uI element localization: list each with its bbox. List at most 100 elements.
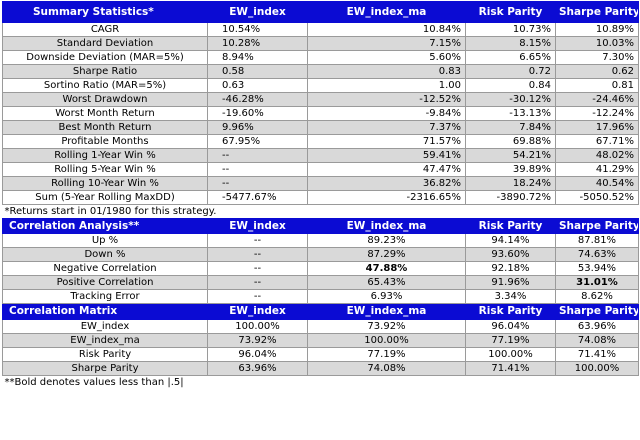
table-cell: 87.81% xyxy=(555,233,639,248)
bold-value: 31.01% xyxy=(576,277,618,288)
table-cell: 59.41% xyxy=(307,148,466,163)
table-cell: -19.60% xyxy=(207,106,308,121)
table-row: CAGR 10.54% 10.84% 10.73% 10.89% xyxy=(2,22,639,37)
table-cell: 0.62 xyxy=(555,64,639,79)
table-row: Positive Correlation -- 65.43% 91.96% 31.01% xyxy=(2,275,639,290)
table-cell: 54.21% xyxy=(465,148,556,163)
correlation-matrix-header-row-cell: EW_index xyxy=(207,303,308,320)
table-cell: 8.62% xyxy=(555,289,639,304)
table-cell: 96.04% xyxy=(465,319,556,334)
table-cell: 94.14% xyxy=(465,233,556,248)
table-row: Up % -- 89.23% 94.14% 87.81% xyxy=(2,233,639,248)
table-row: Tracking Error -- 6.93% 3.34% 8.62% xyxy=(2,289,639,304)
table-row: Sortino Ratio (MAR=5%) 0.63 1.00 0.84 0.81 xyxy=(2,78,639,93)
row-label: Profitable Months xyxy=(2,134,208,149)
table-row: EW_index 100.00% 73.92% 96.04% 63.96% xyxy=(2,319,639,334)
table-cell: 10.03% xyxy=(555,36,639,51)
table-row: Rolling 5-Year Win % -- 47.47% 39.89% 41.29% xyxy=(2,162,639,177)
table-cell: 8.15% xyxy=(465,36,556,51)
table-cell: 92.18% xyxy=(465,261,556,276)
table-cell: 100.00% xyxy=(207,319,308,334)
correlation-matrix-header-row-cell: Risk Parity xyxy=(465,303,556,320)
table-cell: 0.58 xyxy=(207,64,308,79)
table-cell: -12.52% xyxy=(307,92,466,107)
table-cell: 9.96% xyxy=(207,120,308,135)
table-cell: -- xyxy=(207,233,308,248)
table-cell: 0.83 xyxy=(307,64,466,79)
table-cell: 71.57% xyxy=(307,134,466,149)
summary-header-row: Summary Statistics* EW_index EW_index_ma Ri… xyxy=(2,1,639,23)
table-cell: 1.00 xyxy=(307,78,466,93)
row-label: Sum (5-Year Rolling MaxDD) xyxy=(2,190,208,205)
returns-footnote: *Returns start in 01/1980 for this strat… xyxy=(2,204,639,219)
table-row: Best Month Return 9.96% 7.37% 7.84% 17.96% xyxy=(2,120,639,135)
row-label: Downside Deviation (MAR=5%) xyxy=(2,50,208,65)
row-label: Up % xyxy=(2,233,208,248)
table-cell: -46.28% xyxy=(207,92,308,107)
table-cell: 31.01% xyxy=(555,275,639,290)
table-cell: 40.54% xyxy=(555,176,639,191)
row-label: Negative Correlation xyxy=(2,261,208,276)
table-cell: -5477.67% xyxy=(207,190,308,205)
row-label: EW_index_ma xyxy=(2,333,208,348)
table-row: Profitable Months 67.95% 71.57% 69.88% 67.71… xyxy=(2,134,639,149)
table-cell: 89.23% xyxy=(307,233,466,248)
table-cell: 10.28% xyxy=(207,36,308,51)
row-label: Down % xyxy=(2,247,208,262)
correlation-analysis-header-row-cell: Risk Parity xyxy=(465,218,556,234)
table-cell: 0.63 xyxy=(207,78,308,93)
table-row: Standard Deviation 10.28% 7.15% 8.15% 10.03% xyxy=(2,36,639,51)
row-label: Worst Drawdown xyxy=(2,92,208,107)
table-cell: 63.96% xyxy=(207,361,308,376)
table-cell: 47.47% xyxy=(307,162,466,177)
table-cell: -3890.72% xyxy=(465,190,556,205)
row-label: Rolling 10-Year Win % xyxy=(2,176,208,191)
table-cell: 7.37% xyxy=(307,120,466,135)
table-cell: 71.41% xyxy=(555,347,639,362)
table-row: Sharpe Ratio 0.58 0.83 0.72 0.62 xyxy=(2,64,639,79)
table-cell: -- xyxy=(207,148,308,163)
row-label: Rolling 5-Year Win % xyxy=(2,162,208,177)
table-cell: 7.84% xyxy=(465,120,556,135)
row-label: Sortino Ratio (MAR=5%) xyxy=(2,78,208,93)
row-label: Positive Correlation xyxy=(2,275,208,290)
table-cell: -30.12% xyxy=(465,92,556,107)
correlation-matrix-header-row-cell: Sharpe Parity xyxy=(555,303,639,320)
table-cell: 65.43% xyxy=(307,275,466,290)
table-cell: 67.95% xyxy=(207,134,308,149)
table-cell: 96.04% xyxy=(207,347,308,362)
bold-footnote: **Bold denotes values less than |.5| xyxy=(2,375,639,389)
table-cell: 3.34% xyxy=(465,289,556,304)
summary-header-row-cell: Risk Parity xyxy=(465,1,556,23)
table-cell: 100.00% xyxy=(307,333,466,348)
row-label: Best Month Return xyxy=(2,120,208,135)
statistics-table: Summary Statistics* EW_index EW_index_ma Ri… xyxy=(2,1,639,389)
bold-value: 47.88% xyxy=(365,263,408,274)
table-cell: 10.89% xyxy=(555,22,639,37)
row-label: Standard Deviation xyxy=(2,36,208,51)
statistics-report: Summary Statistics* EW_index EW_index_ma Ri… xyxy=(2,1,639,389)
table-cell: 10.73% xyxy=(465,22,556,37)
table-cell: 39.89% xyxy=(465,162,556,177)
correlation-analysis-header-row-cell: EW_index xyxy=(207,218,308,234)
summary-header-row-cell: Summary Statistics* xyxy=(2,1,208,23)
row-label: EW_index xyxy=(2,319,208,334)
table-row: EW_index_ma 73.92% 100.00% 77.19% 74.08% xyxy=(2,333,639,348)
table-cell: 77.19% xyxy=(465,333,556,348)
table-cell: 6.93% xyxy=(307,289,466,304)
row-label: Worst Month Return xyxy=(2,106,208,121)
table-cell: 74.08% xyxy=(307,361,466,376)
table-cell: 47.88% xyxy=(307,261,466,276)
table-cell: -- xyxy=(207,162,308,177)
table-cell: -5050.52% xyxy=(555,190,639,205)
table-cell: 67.71% xyxy=(555,134,639,149)
table-cell: 100.00% xyxy=(465,347,556,362)
table-cell: 48.02% xyxy=(555,148,639,163)
table-cell: 5.60% xyxy=(307,50,466,65)
table-cell: -24.46% xyxy=(555,92,639,107)
table-cell: 0.84 xyxy=(465,78,556,93)
table-cell: -2316.65% xyxy=(307,190,466,205)
table-cell: 0.81 xyxy=(555,78,639,93)
table-row: Rolling 10-Year Win % -- 36.82% 18.24% 40.54… xyxy=(2,176,639,191)
table-cell: 8.94% xyxy=(207,50,308,65)
